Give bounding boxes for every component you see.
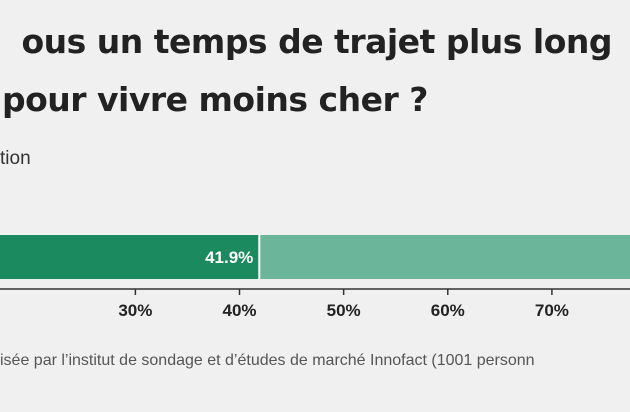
chart-title: ous un temps de trajet plus long pour vi… bbox=[0, 18, 630, 128]
bar-value-label: 41.9% bbox=[205, 248, 253, 267]
x-tick-label: 40% bbox=[222, 301, 256, 320]
x-tick-label: 30% bbox=[118, 301, 152, 320]
x-tick-label: 50% bbox=[327, 301, 361, 320]
bar-segment-2 bbox=[259, 235, 630, 279]
chart-title-line-2: pour vivre moins cher ? bbox=[2, 80, 428, 119]
bar-segment-1 bbox=[0, 235, 260, 279]
bar-chart: 41.9% 30% 40% 50% 60% 70% bbox=[0, 235, 630, 320]
x-tick-label: 60% bbox=[431, 301, 465, 320]
chart-subtitle: tion bbox=[0, 148, 31, 169]
chart-title-line-1: ous un temps de trajet plus long bbox=[21, 22, 613, 61]
x-tick-label: 70% bbox=[535, 301, 569, 320]
source-note: isée par l’institut de sondage et d’étud… bbox=[0, 352, 535, 369]
